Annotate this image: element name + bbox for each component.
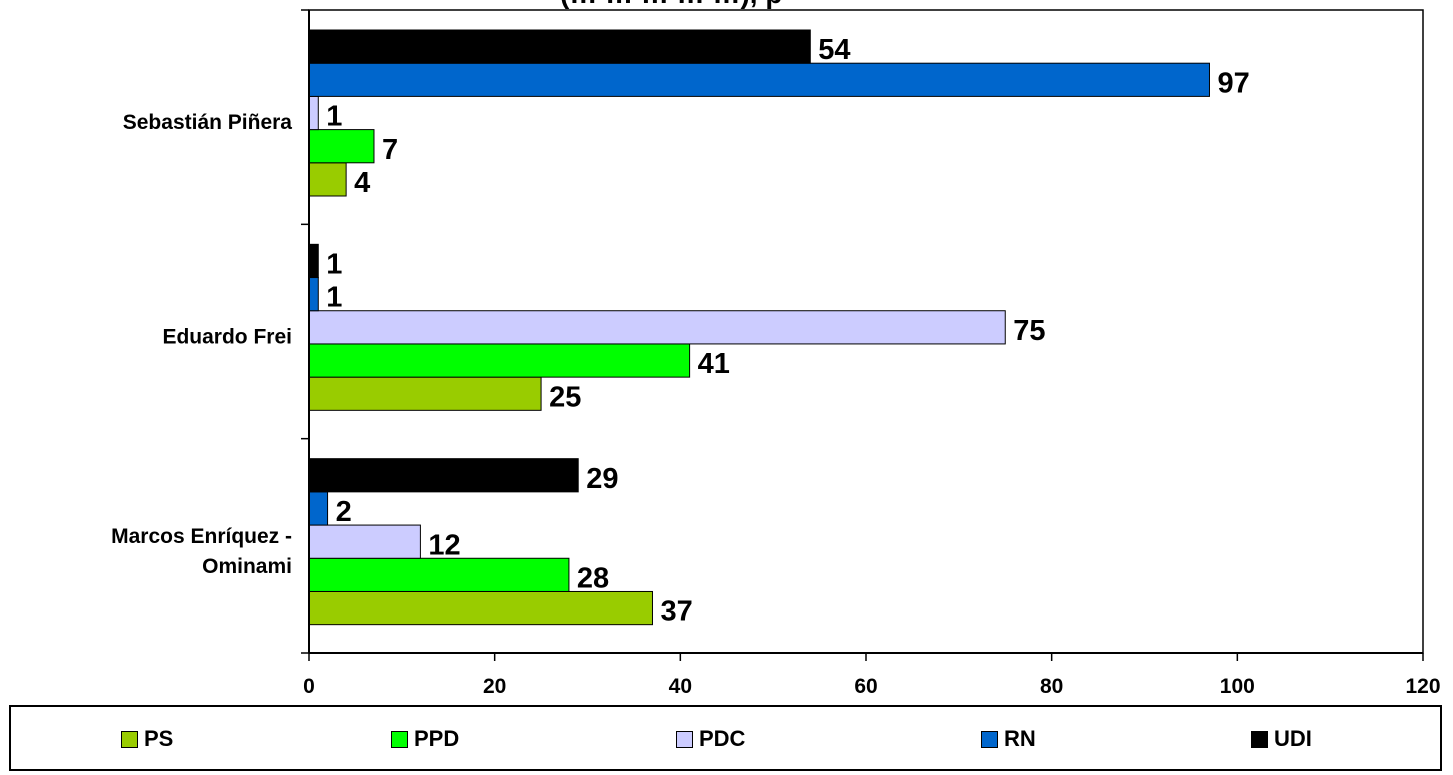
data-label-rn-1: 1 [326, 282, 342, 314]
legend-item-rn: RN [981, 726, 1036, 752]
x-tick-label: 60 [854, 675, 877, 698]
data-label-udi-0: 54 [818, 34, 850, 66]
data-label-ps-0: 4 [354, 167, 370, 199]
bar-ppd-2 [308, 557, 570, 592]
category-label-2: Marcos Enríquez - [111, 525, 292, 548]
x-tick-label: 20 [483, 675, 506, 698]
legend-swatch [1251, 730, 1268, 748]
data-label-rn-0: 97 [1217, 67, 1249, 99]
data-label-pdc-1: 75 [1013, 315, 1045, 347]
legend: PS PPD PDC RN UDI [9, 705, 1442, 771]
bar-pdc-1 [308, 310, 1006, 345]
legend-swatch [676, 730, 693, 748]
data-label-ppd-0: 7 [382, 134, 398, 166]
bar-ps-2 [308, 590, 653, 626]
x-tick-label: 100 [1220, 675, 1255, 698]
data-label-ps-2: 37 [660, 596, 692, 628]
category-label-1: Eduardo Frei [162, 326, 292, 349]
x-tick-label: 80 [1040, 675, 1063, 698]
data-label-udi-2: 29 [586, 463, 618, 495]
bar-udi-1 [308, 243, 319, 279]
data-label-rn-2: 2 [336, 496, 352, 528]
legend-label: PPD [414, 726, 460, 751]
legend-swatch [391, 730, 408, 748]
bar-pdc-2 [308, 524, 421, 559]
data-label-ps-1: 25 [549, 381, 581, 413]
bar-ps-1 [308, 376, 542, 411]
legend-label: UDI [1274, 726, 1312, 751]
bar-ps-0 [308, 162, 347, 197]
data-label-pdc-2: 12 [428, 529, 460, 561]
legend-item-ps: PS [121, 726, 173, 752]
legend-label: PS [144, 726, 174, 751]
legend-item-pdc: PDC [676, 726, 745, 752]
legend-item-udi: UDI [1251, 726, 1312, 752]
legend-item-ppd: PPD [391, 726, 459, 752]
category-label-2: Ominami [202, 555, 292, 578]
data-label-pdc-0: 1 [326, 101, 342, 133]
data-label-udi-1: 1 [326, 249, 342, 281]
x-tick-label: 0 [303, 675, 315, 698]
bar-rn-1 [308, 277, 319, 312]
data-label-ppd-1: 41 [698, 348, 730, 380]
bar-rn-2 [308, 491, 329, 526]
x-tick-label: 120 [1405, 675, 1440, 698]
bar-ppd-0 [308, 129, 375, 164]
legend-label: RN [1004, 726, 1036, 751]
data-label-ppd-2: 28 [577, 562, 609, 594]
axes-layer: Sebastián Piñera Eduardo Frei Marcos Enríq… [111, 9, 1441, 698]
bars-layer [308, 29, 1210, 626]
bar-pdc-0 [308, 95, 319, 131]
bar-rn-0 [308, 62, 1210, 97]
category-label-0: Sebastián Piñera [123, 111, 293, 134]
legend-swatch [981, 730, 998, 748]
bar-udi-0 [308, 29, 811, 64]
bar-udi-2 [308, 458, 579, 493]
x-tick-label: 40 [669, 675, 692, 698]
chart-title-fragment: (… … … … …), p [560, 0, 782, 10]
legend-swatch [121, 730, 138, 748]
bar-ppd-1 [308, 343, 691, 378]
legend-label: PDC [699, 726, 746, 751]
